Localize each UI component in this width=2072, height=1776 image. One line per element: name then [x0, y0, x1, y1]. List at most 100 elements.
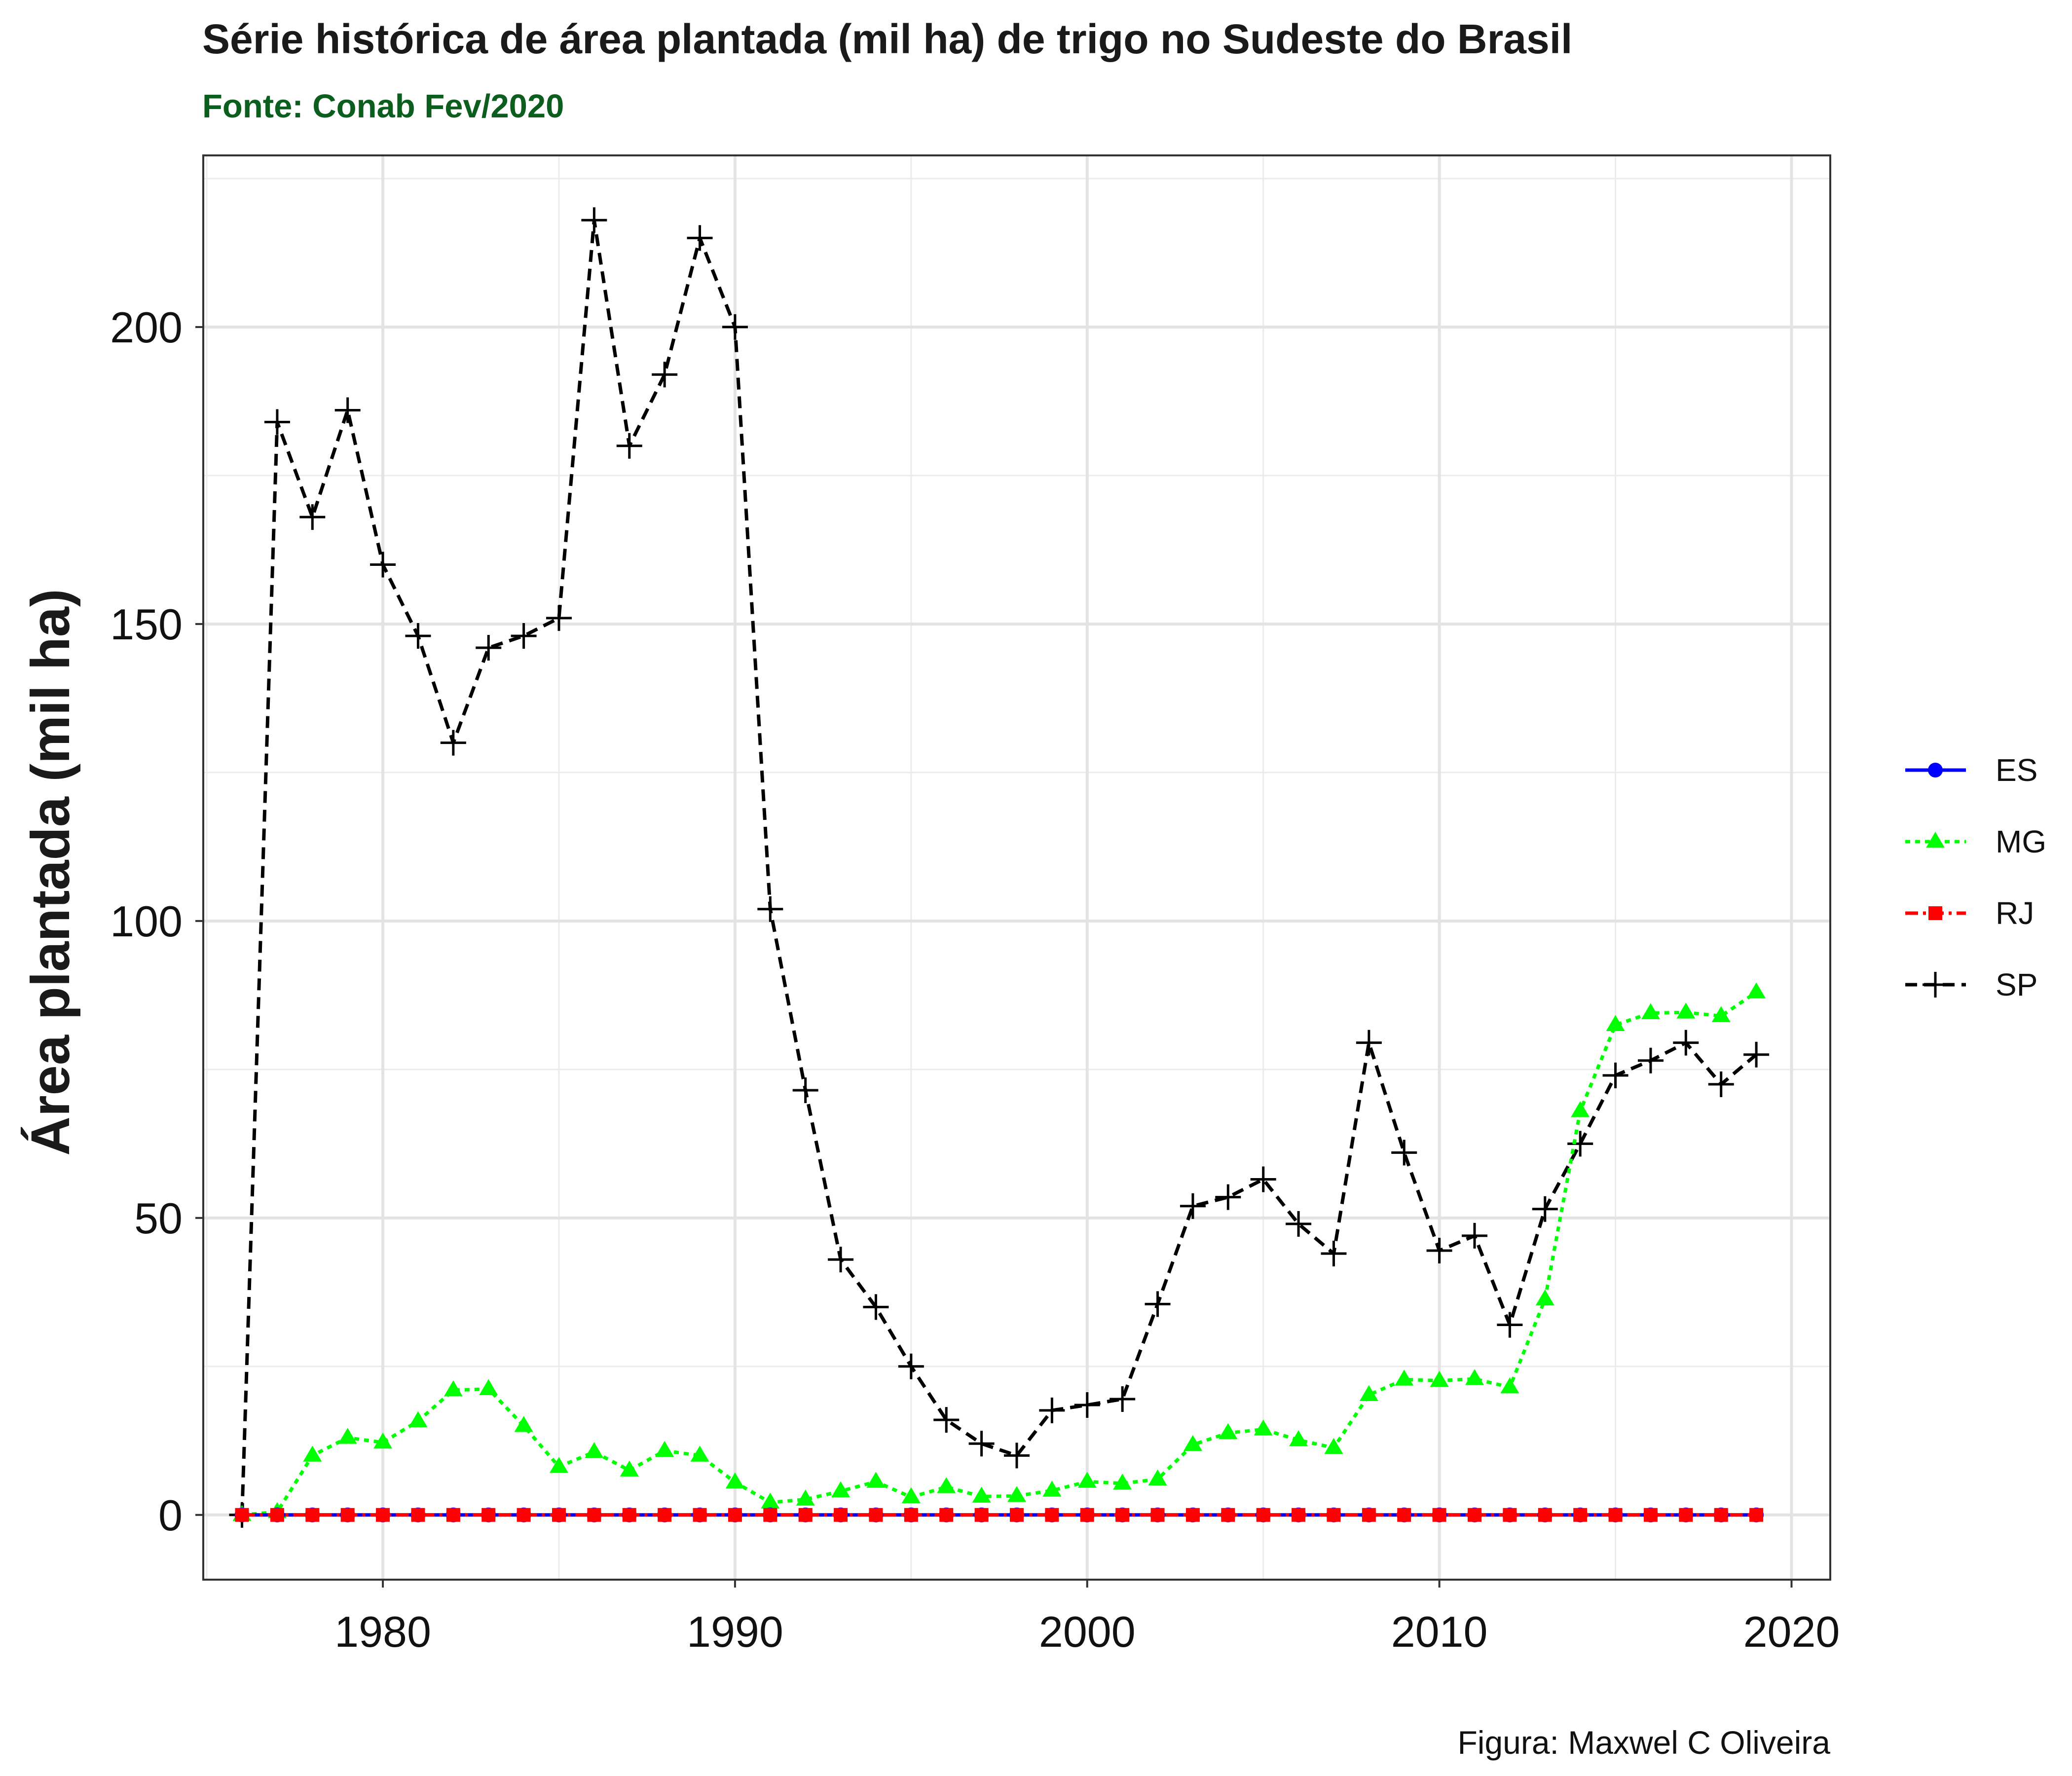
data-point-sp: [1039, 1397, 1065, 1423]
x-tick-label: 2000: [1039, 1607, 1136, 1656]
data-point-rj: [1150, 1508, 1165, 1522]
data-point-mg: [1219, 1423, 1238, 1440]
y-tick-label: 100: [110, 897, 183, 946]
data-point-sp: [511, 623, 537, 649]
data-point-rj: [340, 1508, 355, 1522]
series-line-sp: [240, 218, 1758, 1515]
data-point-mg: [514, 1416, 533, 1432]
series-sp: [229, 207, 1770, 1528]
data-point-rj: [481, 1508, 496, 1522]
data-point-sp: [1602, 1062, 1628, 1088]
data-point-sp: [933, 1407, 960, 1433]
data-point-mg: [1042, 1480, 1062, 1497]
x-tick-label: 2010: [1391, 1607, 1488, 1656]
data-point-sp: [581, 207, 607, 233]
data-point-mg: [1007, 1486, 1026, 1502]
data-point-mg: [585, 1442, 604, 1458]
data-point-mg: [725, 1472, 744, 1488]
legend-label-sp: SP: [1996, 967, 2037, 1002]
data-point-rj: [622, 1508, 636, 1522]
data-point-mg: [1254, 1419, 1273, 1436]
data-point-mg: [1324, 1438, 1343, 1454]
data-point-sp: [1708, 1071, 1734, 1097]
data-point-mg: [1711, 1006, 1731, 1022]
data-point-rj: [1292, 1508, 1306, 1522]
data-point-mg: [831, 1481, 851, 1498]
data-point-sp: [405, 623, 431, 649]
data-point-mg: [690, 1445, 709, 1462]
data-point-sp: [968, 1431, 995, 1457]
data-point-sp: [1356, 1030, 1382, 1056]
data-point-sp: [1145, 1291, 1171, 1317]
data-point-rj: [763, 1508, 777, 1522]
data-point-mg: [1641, 1003, 1660, 1019]
data-point-rj: [270, 1508, 284, 1522]
data-point-rj: [1397, 1508, 1411, 1522]
data-point-sp: [1673, 1030, 1699, 1056]
data-point-mg: [1500, 1377, 1519, 1394]
data-point-mg: [408, 1411, 428, 1427]
data-point-rj: [974, 1508, 989, 1522]
data-point-sp: [1426, 1238, 1452, 1264]
legend-item-sp: SP: [1905, 967, 2037, 1002]
data-point-sp: [792, 1077, 818, 1103]
data-point-rj: [1468, 1508, 1482, 1522]
data-point-rj: [658, 1508, 672, 1522]
data-point-mg: [1430, 1370, 1449, 1387]
y-axis-label: Área plantada (mil ha): [20, 589, 81, 1155]
data-point-rj: [411, 1508, 425, 1522]
legend-item-mg: MG: [1905, 824, 2046, 859]
data-point-rj: [869, 1508, 883, 1522]
data-point-sp: [1286, 1211, 1312, 1237]
chart-title: Série histórica de área plantada (mil ha…: [202, 16, 1572, 62]
data-point-mg: [796, 1489, 815, 1506]
data-point-rj: [552, 1508, 566, 1522]
chart-subtitle: Fonte: Conab Fev/2020: [202, 88, 564, 125]
data-point-sp: [1391, 1140, 1417, 1166]
data-point-rj: [1362, 1508, 1376, 1522]
legend-marker-rj: [1928, 906, 1942, 920]
legend-label-es: ES: [1996, 752, 2037, 788]
legend-marker-mg: [1926, 832, 1945, 848]
data-point-rj: [904, 1508, 918, 1522]
data-point-rj: [1432, 1508, 1446, 1522]
data-point-sp: [264, 409, 290, 435]
data-point-sp: [1321, 1241, 1347, 1267]
data-point-sp: [652, 362, 678, 388]
data-point-mg: [1535, 1289, 1554, 1306]
data-point-mg: [761, 1492, 780, 1509]
data-point-mg: [1113, 1473, 1132, 1490]
data-point-mg: [1571, 1101, 1590, 1117]
data-point-rj: [1714, 1508, 1728, 1522]
data-point-sp: [1532, 1196, 1558, 1222]
legend-label-rj: RJ: [1996, 895, 2034, 931]
data-point-sp: [1250, 1166, 1276, 1192]
data-point-rj: [693, 1508, 707, 1522]
data-point-sp: [1567, 1131, 1593, 1157]
legend-item-es: ES: [1905, 752, 2037, 788]
data-point-sp: [1462, 1222, 1488, 1249]
data-point-rj: [376, 1508, 390, 1522]
data-point-mg: [655, 1441, 674, 1457]
data-point-sp: [898, 1353, 924, 1379]
data-point-sp: [722, 314, 748, 340]
data-point-rj: [798, 1508, 813, 1522]
data-point-sp: [616, 433, 642, 459]
data-point-rj: [1115, 1508, 1130, 1522]
data-point-rj: [1256, 1508, 1270, 1522]
data-point-rj: [834, 1508, 848, 1522]
data-point-mg: [303, 1445, 322, 1462]
y-tick-label: 200: [110, 303, 183, 352]
data-point-sp: [687, 225, 713, 251]
data-point-rj: [1327, 1508, 1341, 1522]
data-point-rj: [235, 1508, 249, 1522]
data-point-sp: [863, 1294, 889, 1320]
data-point-rj: [1503, 1508, 1517, 1522]
data-point-mg: [901, 1487, 921, 1504]
data-point-sp: [1180, 1193, 1206, 1219]
data-point-rj: [587, 1508, 601, 1522]
data-point-mg: [972, 1486, 991, 1503]
data-point-mg: [338, 1428, 357, 1444]
data-point-sp: [370, 552, 396, 578]
